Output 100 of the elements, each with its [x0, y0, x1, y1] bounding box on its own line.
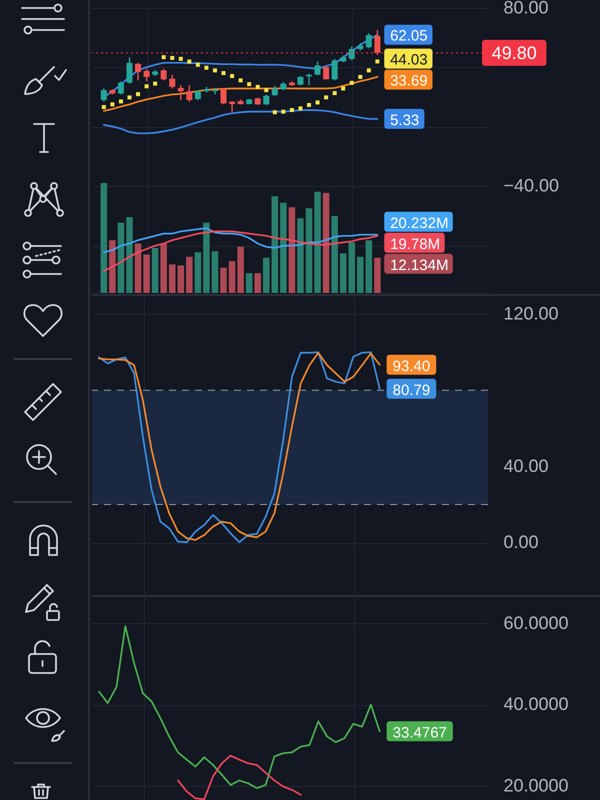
bar: [366, 240, 372, 293]
candlestick: [160, 68, 167, 81]
point: [264, 88, 268, 92]
point: [187, 60, 192, 64]
candlestick: [366, 32, 372, 49]
data-label: 62.05: [390, 28, 428, 45]
candlestick: [263, 94, 270, 106]
candlestick: [297, 75, 304, 86]
point: [144, 84, 149, 88]
y-tick-label: 0.00: [504, 532, 539, 552]
candlestick: [314, 60, 321, 76]
point: [290, 108, 294, 112]
point: [358, 74, 362, 79]
candlestick: [229, 100, 236, 113]
point: [162, 55, 166, 60]
point: [366, 68, 371, 72]
bar: [168, 264, 176, 293]
bar: [306, 208, 312, 293]
bar: [254, 273, 261, 293]
candlestick: [169, 74, 176, 90]
bar: [331, 216, 338, 293]
data-label: 5.33: [390, 112, 420, 129]
line-series: [177, 754, 302, 800]
point: [281, 110, 286, 114]
point: [178, 56, 183, 61]
y-tick-label: 20.0000: [504, 776, 569, 796]
data-label: 33.69: [390, 72, 428, 90]
point: [110, 102, 114, 106]
candlestick: [220, 87, 227, 106]
point: [222, 71, 226, 76]
bar: [228, 261, 236, 293]
ref-line-label: 49.80: [492, 42, 537, 63]
data-label: 44.03: [390, 52, 428, 69]
candlestick: [100, 88, 107, 102]
candlestick: [118, 80, 124, 96]
bar: [237, 246, 244, 293]
candlestick: [186, 84, 192, 102]
bar: [100, 183, 108, 293]
point: [102, 105, 106, 110]
data-label: 93.40: [392, 358, 430, 375]
bar: [109, 240, 116, 293]
point: [350, 80, 354, 85]
point: [298, 106, 302, 110]
bar: [178, 266, 184, 293]
bar: [297, 218, 304, 293]
line-series: [102, 76, 378, 112]
y-tick-label: 120.00: [504, 304, 559, 324]
bar: [340, 253, 346, 293]
bar: [194, 252, 202, 293]
bar: [143, 254, 150, 293]
point: [316, 100, 320, 104]
candlestick: [348, 46, 355, 62]
y-tick-label: 60.0000: [504, 612, 569, 633]
candlestick: [126, 56, 132, 84]
point: [212, 68, 217, 72]
bar: [212, 251, 218, 293]
point: [204, 66, 208, 70]
point: [230, 74, 234, 78]
bar: [203, 222, 210, 293]
bar: [126, 217, 133, 293]
point: [127, 95, 132, 100]
bar: [160, 244, 167, 293]
candlestick: [194, 89, 201, 101]
point: [196, 62, 200, 67]
point: [341, 86, 346, 91]
text: 20.232M: [390, 214, 448, 232]
text: 19.78M: [390, 236, 440, 253]
candlestick: [135, 62, 142, 81]
y-tick-label: 40.00: [504, 456, 549, 476]
point: [307, 102, 312, 107]
bar: [357, 256, 364, 293]
y-tick-label: 40.0000: [504, 694, 569, 714]
bar: [220, 268, 227, 293]
point: [332, 91, 337, 96]
data-label: 33.4767: [392, 724, 447, 742]
point: [324, 95, 328, 100]
bar: [314, 192, 321, 293]
point: [136, 92, 140, 96]
line-series: [98, 625, 381, 790]
point: [247, 82, 252, 86]
bar: [348, 242, 355, 293]
bar: [374, 258, 381, 293]
bar: [263, 258, 270, 293]
y-tick-label: 80.00: [504, 0, 549, 18]
point: [272, 110, 277, 114]
y-tick-label: −40.00: [504, 176, 560, 196]
candlestick: [272, 85, 278, 96]
bar: [322, 192, 330, 293]
candlestick: [306, 73, 312, 86]
bar: [246, 273, 252, 293]
candlestick: [178, 84, 184, 101]
bar: [134, 244, 142, 293]
point: [256, 84, 260, 89]
point: [118, 99, 123, 104]
text: 12.134M: [390, 256, 448, 274]
candlestick: [332, 58, 338, 81]
point: [238, 78, 243, 82]
bar: [186, 256, 193, 293]
candlestick: [374, 29, 380, 56]
point: [375, 59, 380, 64]
